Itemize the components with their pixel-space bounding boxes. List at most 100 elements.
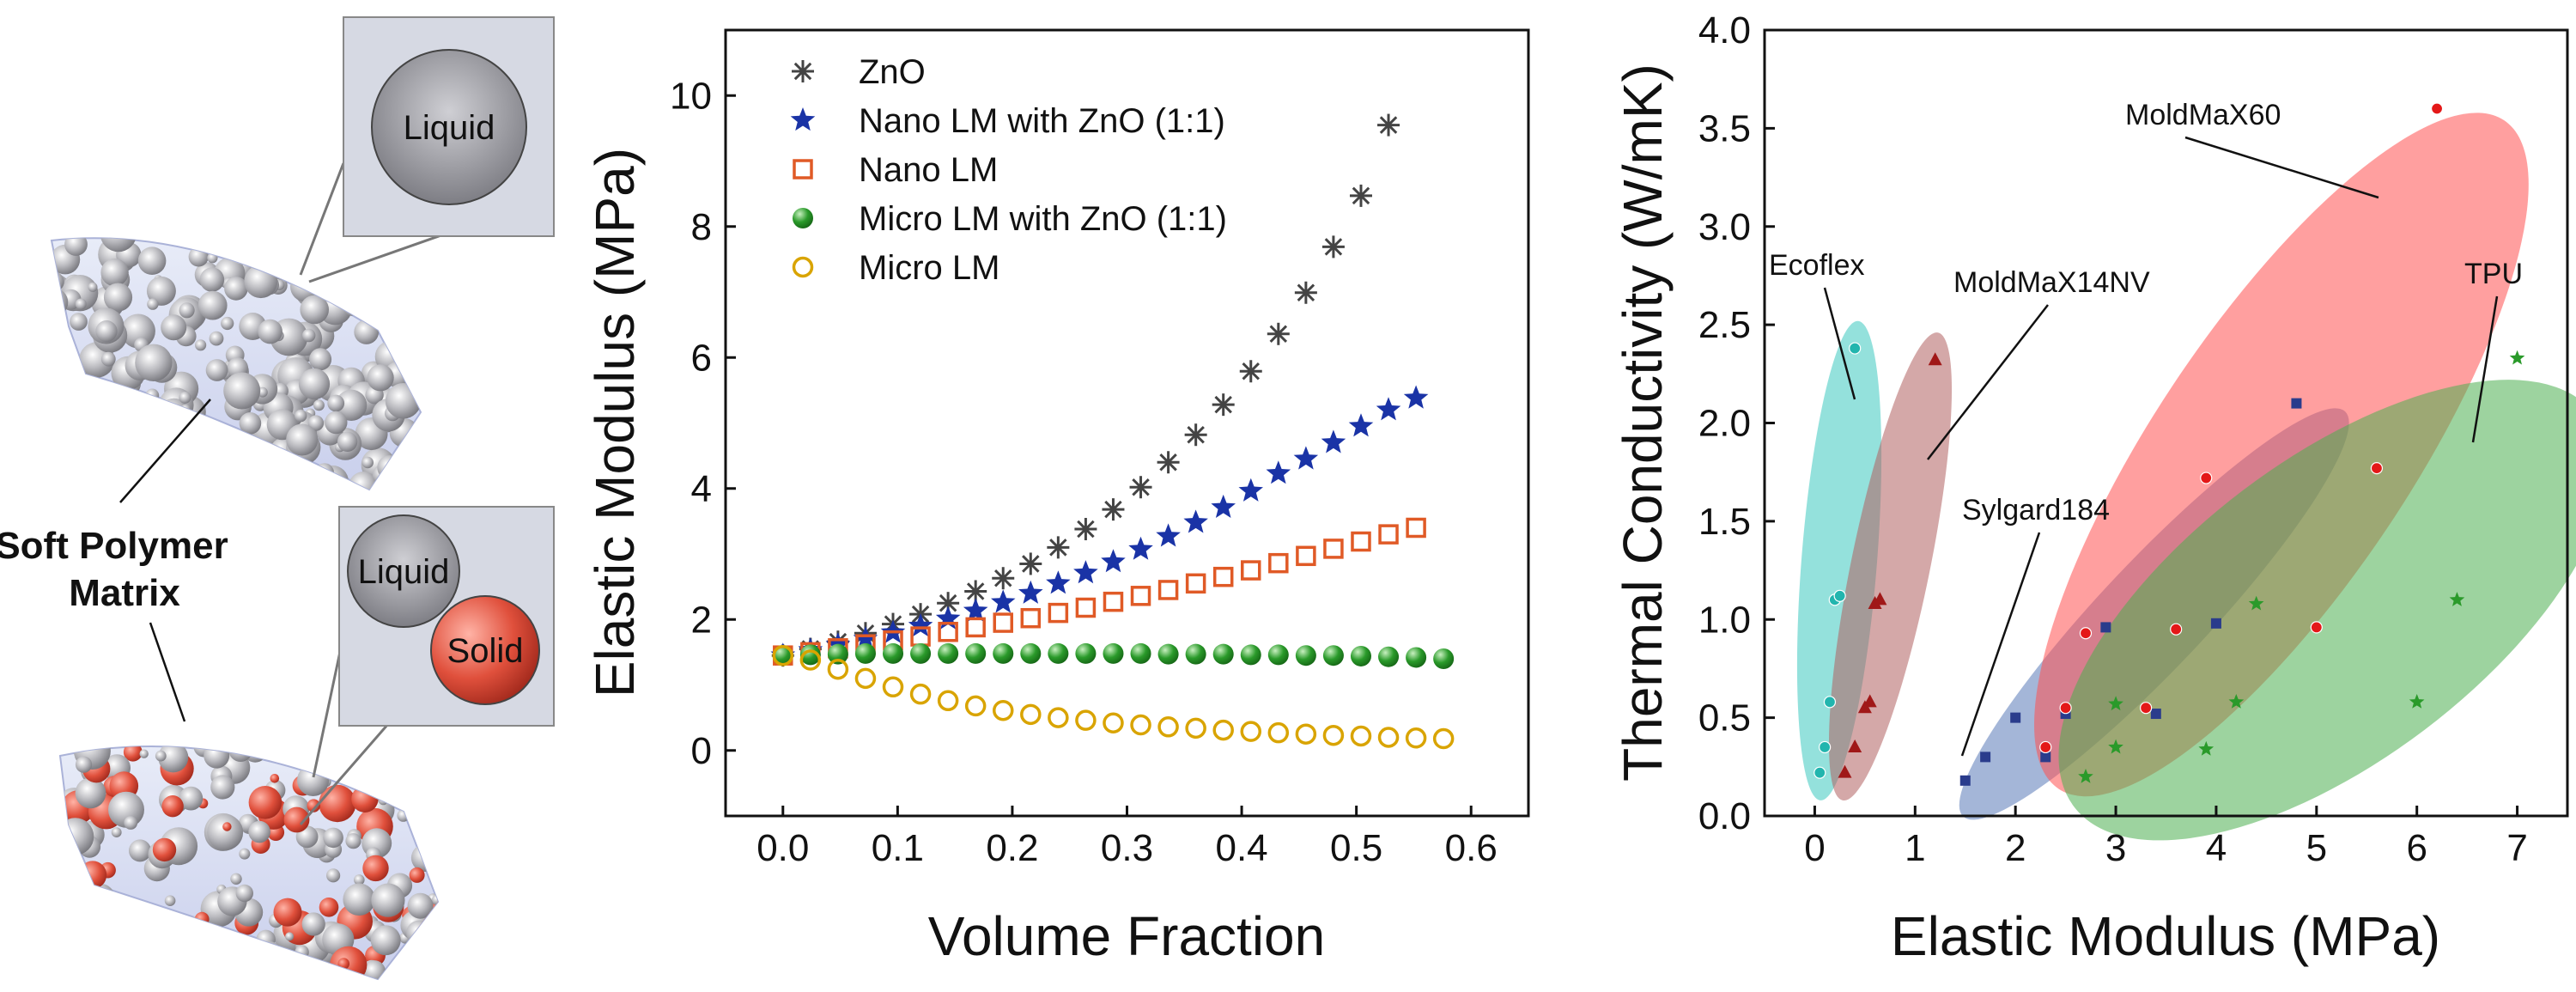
liquid-droplet bbox=[52, 449, 73, 477]
data-point bbox=[1103, 642, 1124, 664]
data-point bbox=[938, 621, 958, 642]
liquid-droplet bbox=[406, 920, 432, 946]
data-point bbox=[1212, 393, 1235, 417]
data-point bbox=[2100, 622, 2111, 633]
data-point bbox=[1046, 570, 1071, 594]
leader-line bbox=[1927, 304, 2049, 460]
liquid-droplet bbox=[197, 435, 228, 467]
data-point bbox=[1862, 694, 1877, 708]
data-point bbox=[1294, 281, 1317, 304]
liquid-droplet bbox=[52, 439, 58, 453]
liquid-droplet bbox=[52, 355, 80, 386]
liquid-droplet bbox=[265, 746, 295, 758]
data-point bbox=[1432, 727, 1455, 750]
bottom-solid-label: Solid bbox=[447, 632, 524, 670]
data-point bbox=[2228, 694, 2245, 709]
solid-particle bbox=[416, 930, 438, 960]
liquid-droplet bbox=[124, 816, 138, 830]
data-point bbox=[883, 642, 904, 664]
matrix-label-line2: Matrix bbox=[69, 572, 180, 614]
data-point bbox=[1959, 775, 1971, 786]
data-point bbox=[882, 676, 904, 698]
liquid-droplet bbox=[307, 415, 325, 431]
liquid-droplet bbox=[82, 460, 113, 490]
liquid-droplet bbox=[158, 746, 189, 773]
liquid-droplet bbox=[107, 913, 119, 925]
region-moldmax14 bbox=[1828, 332, 1953, 801]
data-point bbox=[1020, 642, 1042, 664]
data-point bbox=[1377, 113, 1400, 137]
liquid-droplet bbox=[172, 444, 207, 479]
legend-label: Nano LM bbox=[859, 151, 998, 189]
solid-particle bbox=[152, 837, 177, 862]
y-tick-label: 8 bbox=[691, 206, 712, 248]
liquid-droplet bbox=[61, 911, 91, 942]
liquid-droplet bbox=[88, 282, 98, 292]
liquid-droplet bbox=[403, 350, 421, 384]
data-point bbox=[1075, 709, 1097, 731]
data-point bbox=[1075, 642, 1097, 664]
liquid-droplet bbox=[202, 727, 211, 737]
liquid-droplet bbox=[60, 955, 91, 979]
chart2-material-regions bbox=[1796, 113, 2576, 841]
modulus-vs-volume-fraction-chart: 0.0 0.1 0.2 0.3 0.4 0.5 0.6 0 2 4 6 8 10 ZnO Nano LM … bbox=[584, 28, 1530, 967]
legend-label: Micro LM with ZnO (1:1) bbox=[859, 200, 1227, 238]
liquid-droplet bbox=[192, 720, 219, 746]
data-point bbox=[2210, 618, 2221, 629]
data-point bbox=[1322, 645, 1344, 666]
leader-line bbox=[1960, 532, 2041, 757]
data-point bbox=[992, 567, 1015, 590]
data-point bbox=[1849, 342, 1862, 355]
liquid-droplet bbox=[210, 775, 235, 800]
data-point bbox=[1130, 642, 1151, 664]
data-point bbox=[2040, 752, 2051, 763]
chart1-marks bbox=[770, 113, 1455, 750]
chart1-legend: ZnO Nano LM with ZnO (1:1) Nano LM Micro LM… bbox=[790, 53, 1227, 287]
bottom-zoom-inset: Liquid Solid bbox=[299, 506, 555, 825]
liquid-droplet bbox=[139, 749, 149, 758]
data-point bbox=[2370, 462, 2384, 475]
liquid-droplet bbox=[194, 238, 207, 242]
x-tick-label: 0.6 bbox=[1445, 827, 1498, 869]
y-tick-label: 1.0 bbox=[1698, 599, 1751, 641]
liquid-droplet bbox=[285, 932, 295, 941]
data-point bbox=[799, 649, 822, 671]
data-point bbox=[1074, 518, 1097, 541]
liquid-droplet bbox=[230, 873, 242, 885]
data-point bbox=[2059, 702, 2072, 715]
data-point bbox=[825, 632, 851, 656]
data-point bbox=[992, 699, 1014, 721]
y-tick-label: 10 bbox=[670, 75, 712, 117]
x-tick-label: 0.5 bbox=[1330, 827, 1382, 869]
legend-label: ZnO bbox=[859, 53, 926, 91]
liquid-droplet bbox=[224, 277, 248, 301]
data-point bbox=[2200, 472, 2213, 484]
data-point bbox=[2078, 769, 2093, 783]
chart2-x-axis-title: Elastic Modulus (MPa) bbox=[1891, 905, 2440, 967]
region-label: MoldMaX14NV bbox=[1953, 266, 2150, 299]
liquid-droplet bbox=[371, 49, 527, 205]
liquid-droplet bbox=[404, 727, 414, 736]
solid-particle bbox=[385, 773, 403, 790]
data-point bbox=[1295, 645, 1316, 666]
y-tick-label: 4 bbox=[691, 468, 712, 510]
top-composite-slab bbox=[43, 215, 422, 491]
data-point bbox=[1322, 724, 1345, 746]
liquid-droplet bbox=[97, 447, 125, 474]
liquid-droplet bbox=[75, 777, 106, 809]
liquid-droplet bbox=[43, 215, 64, 235]
liquid-droplet bbox=[408, 480, 421, 490]
data-point bbox=[1378, 646, 1400, 667]
thermal-conductivity-vs-modulus-chart: 0 1 2 3 4 5 6 7 0.0 0.5 1.0 1.5 2.0 2.5 3.0 3.5 4.0 Ecof… bbox=[1612, 9, 2576, 967]
liquid-droplet bbox=[381, 475, 409, 490]
x-tick-label: 0.1 bbox=[872, 827, 924, 869]
liquid-droplet bbox=[111, 827, 122, 837]
data-point bbox=[1350, 645, 1371, 666]
liquid-droplet bbox=[368, 259, 395, 285]
liquid-droplet bbox=[297, 746, 319, 758]
liquid-droplet bbox=[404, 746, 434, 774]
data-point bbox=[1212, 643, 1234, 665]
data-point bbox=[1157, 451, 1180, 474]
liquid-droplet bbox=[119, 949, 137, 967]
